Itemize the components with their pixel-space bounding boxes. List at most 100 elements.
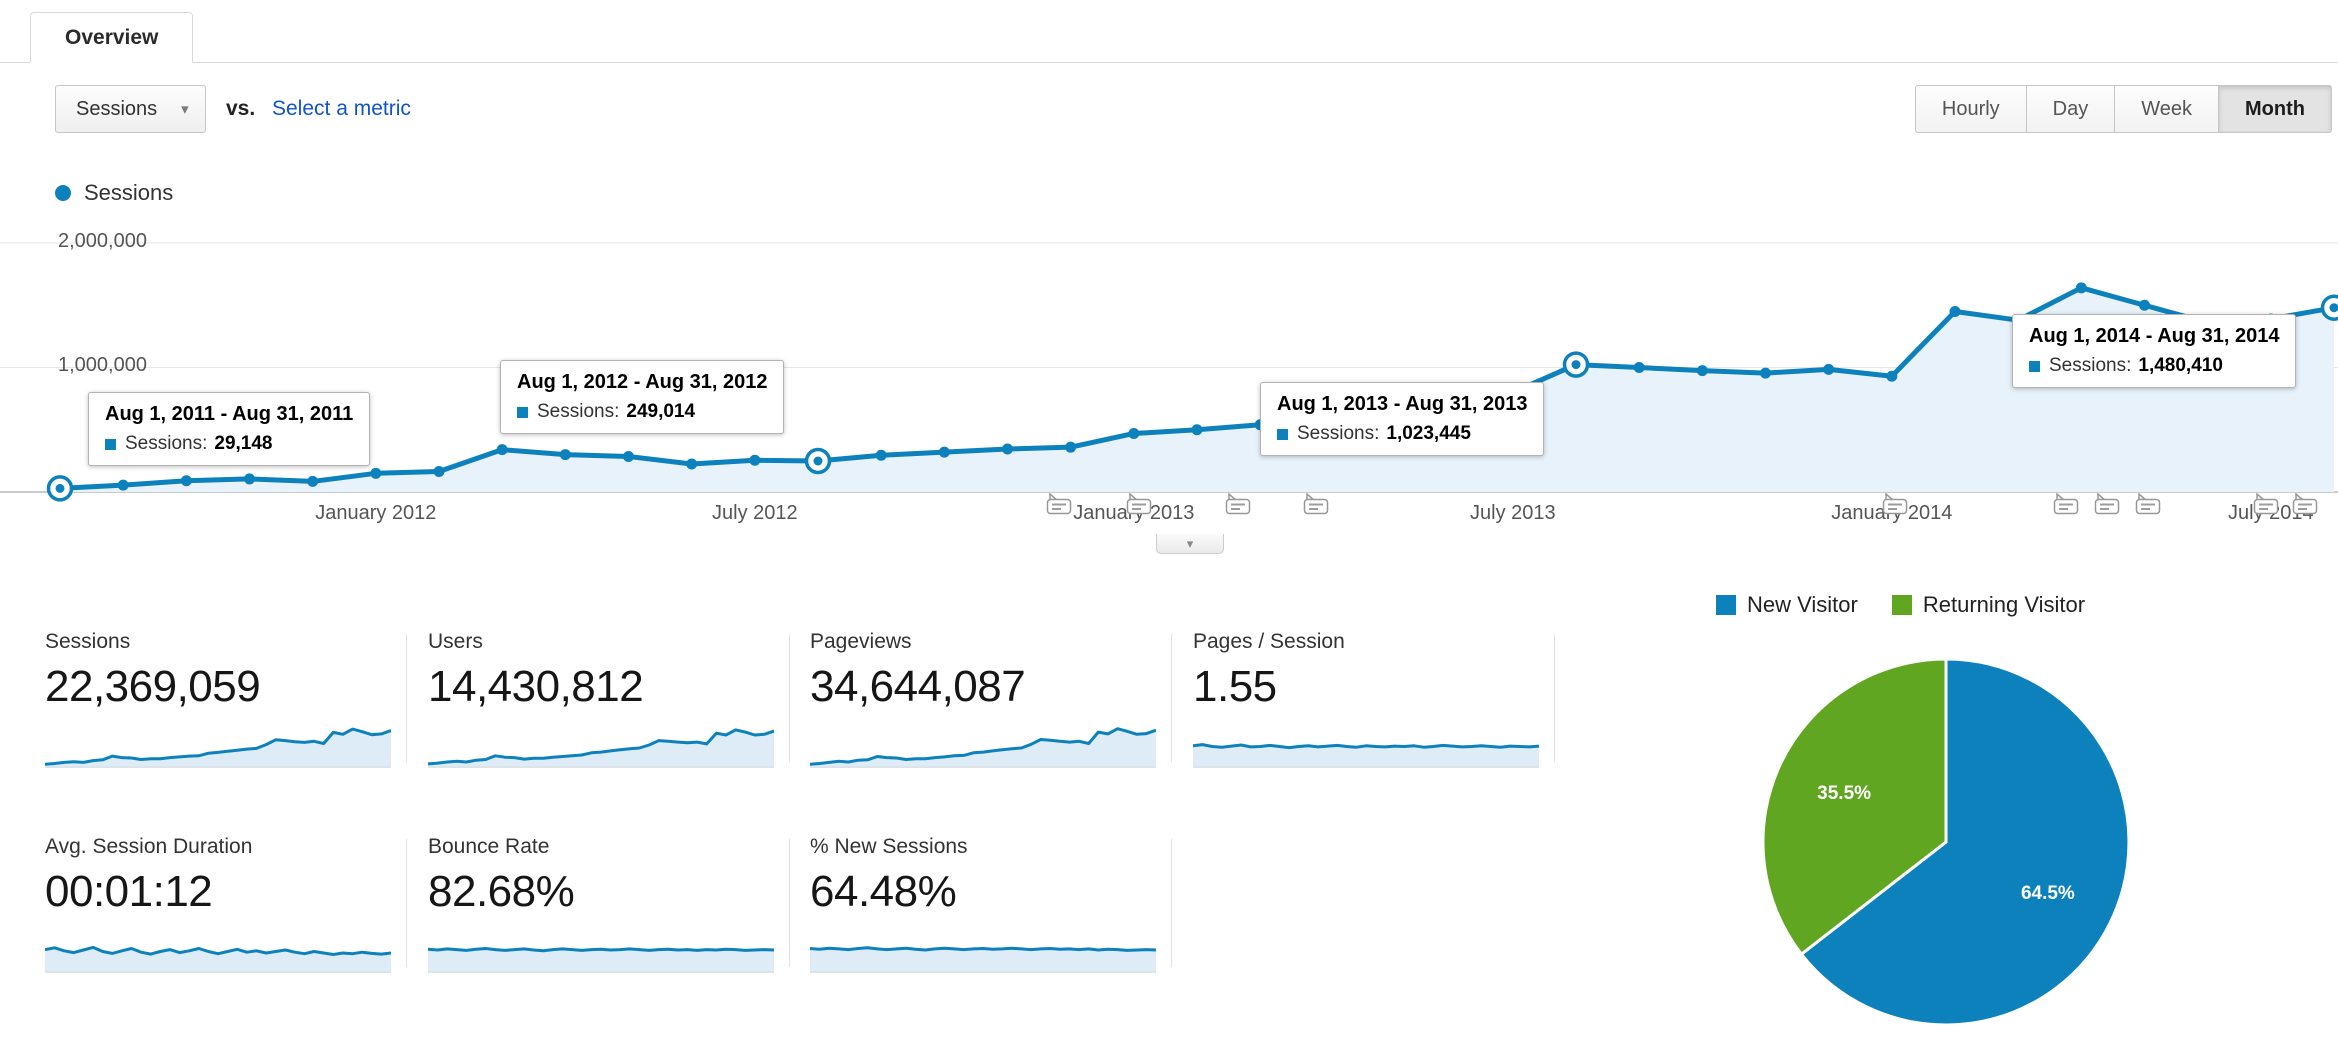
- tooltip-date-range: Aug 1, 2014 - Aug 31, 2014: [2029, 325, 2280, 347]
- legend-label: Returning Visitor: [1922, 592, 2086, 617]
- sparkline-line: [428, 947, 774, 953]
- card-divider: [1171, 634, 1172, 762]
- data-point[interactable]: [1886, 370, 1898, 382]
- data-point[interactable]: [686, 458, 698, 470]
- legend-item-returning-visitor: Returning Visitor: [1891, 592, 2086, 618]
- sessions-area-fill: [60, 287, 2334, 492]
- sparkline-line: [810, 727, 1156, 766]
- data-point[interactable]: [2075, 282, 2087, 294]
- data-point[interactable]: [370, 467, 382, 479]
- annotation-bubble-icon[interactable]: [2253, 492, 2279, 515]
- data-point[interactable]: [117, 479, 129, 491]
- data-point[interactable]: [1823, 363, 1835, 375]
- metric-label: Bounce Rate: [428, 835, 550, 858]
- metric-label: Pageviews: [810, 630, 912, 653]
- tooltip-metric-row: Sessions: 29,148: [105, 433, 353, 455]
- annotation-bubble-icon[interactable]: [1882, 492, 1908, 515]
- tooltip-date-range: Aug 1, 2011 - Aug 31, 2011: [105, 403, 354, 425]
- data-point[interactable]: [1065, 441, 1077, 453]
- annotation-bubble-icon[interactable]: [2135, 492, 2161, 515]
- data-point[interactable]: [1191, 424, 1203, 436]
- highlighted-data-point-core: [1571, 360, 1581, 370]
- x-axis-tick-label: January 2012: [315, 502, 437, 524]
- data-point[interactable]: [938, 446, 950, 458]
- chart-tooltip: Aug 1, 2012 - Aug 31, 2012 Sessions: 249…: [500, 360, 785, 434]
- series-swatch-icon: [1277, 428, 1288, 440]
- tab-overview[interactable]: Overview: [30, 12, 194, 63]
- toolbar: Sessions ▾ vs. Select a metric Hourly Da…: [0, 85, 2338, 133]
- granularity-month[interactable]: Month: [2219, 85, 2332, 133]
- sparkline-area: [428, 948, 774, 973]
- metric-card-avg-session-duration: Avg. Session Duration 00:01:12: [45, 835, 395, 973]
- data-point[interactable]: [1949, 305, 1961, 317]
- card-divider: [789, 634, 790, 762]
- data-point[interactable]: [2139, 299, 2150, 311]
- granularity-week[interactable]: Week: [2115, 85, 2220, 133]
- metric-sparkline: [810, 727, 1156, 768]
- annotation-bubble-icon[interactable]: [2094, 492, 2120, 515]
- annotation-bubble-icon[interactable]: [1126, 492, 1152, 515]
- data-point[interactable]: [559, 449, 571, 461]
- metric-sparkline: [45, 727, 391, 768]
- vs-label: vs.: [226, 97, 256, 120]
- granularity-day[interactable]: Day: [2026, 85, 2116, 133]
- tooltip-date-range: Aug 1, 2013 - Aug 31, 2013: [1277, 393, 1528, 415]
- chart-tooltip: Aug 1, 2013 - Aug 31, 2013 Sessions: 1,0…: [1260, 382, 1545, 456]
- metric-selector-dropdown[interactable]: Sessions ▾: [55, 85, 206, 133]
- chevron-down-icon: ▾: [1186, 536, 1194, 551]
- metric-card-users: Users 14,430,812: [428, 630, 778, 768]
- tooltip-metric-label: Sessions:: [2049, 355, 2132, 376]
- data-point[interactable]: [496, 444, 508, 456]
- annotation-bubble-icon[interactable]: [1225, 492, 1251, 515]
- tooltip-metric-label: Sessions:: [1297, 423, 1380, 444]
- new-visitor-swatch-icon: [1716, 595, 1736, 615]
- series-swatch-icon: [105, 438, 116, 450]
- data-point[interactable]: [875, 449, 887, 461]
- data-point[interactable]: [623, 451, 634, 463]
- sessions-timeline-chart[interactable]: [0, 225, 2338, 555]
- data-point[interactable]: [749, 454, 761, 466]
- metric-value: 1.55: [1193, 662, 1277, 711]
- data-point[interactable]: [1128, 427, 1140, 439]
- chart-series-legend: Sessions: [55, 180, 173, 206]
- data-point[interactable]: [1760, 367, 1771, 379]
- chevron-down-icon: ▾: [181, 101, 189, 118]
- metric-sparkline: [810, 946, 1156, 973]
- pie-slice-returning-visitor[interactable]: [1761, 657, 1948, 957]
- tooltip-metric-label: Sessions:: [125, 433, 208, 454]
- data-point[interactable]: [1696, 365, 1708, 377]
- visitor-type-pie-chart[interactable]: 64.5% 35.5%: [1756, 650, 2136, 1035]
- y-axis-label-2m: 2,000,000: [58, 230, 147, 252]
- tooltip-metric-value: 1,480,410: [2138, 355, 2223, 376]
- legend-label: New Visitor: [1747, 592, 1858, 617]
- data-point[interactable]: [307, 475, 319, 487]
- tooltip-metric-row: Sessions: 1,480,410: [2029, 355, 2279, 377]
- metric-card-new-sessions: % New Sessions 64.48%: [810, 835, 1160, 973]
- sparkline-line: [45, 945, 391, 956]
- annotation-bubble-icon[interactable]: [2292, 492, 2318, 515]
- highlighted-data-point-core: [813, 456, 823, 466]
- sparkline-area: [810, 947, 1156, 973]
- card-divider: [406, 634, 407, 762]
- data-point[interactable]: [1633, 362, 1645, 373]
- annotation-bubble-icon[interactable]: [2053, 492, 2079, 515]
- annotation-bubble-icon[interactable]: [1303, 492, 1329, 515]
- metric-card-pages-per-session: Pages / Session 1.55: [1193, 630, 1543, 768]
- data-point[interactable]: [433, 465, 445, 477]
- sparkline-line: [428, 728, 774, 766]
- sparkline-line: [45, 727, 391, 766]
- tab-bar: Overview: [0, 0, 2338, 63]
- metric-selector-value: Sessions: [76, 97, 158, 120]
- data-point[interactable]: [1002, 443, 1013, 455]
- data-point[interactable]: [244, 473, 255, 485]
- pie-slice-new-visitor[interactable]: [1799, 657, 2131, 1027]
- data-point[interactable]: [180, 475, 192, 487]
- granularity-hourly[interactable]: Hourly: [1914, 85, 2027, 133]
- annotation-bubble-icon[interactable]: [1046, 492, 1072, 515]
- select-metric-link[interactable]: Select a metric: [272, 97, 411, 120]
- annotations-expander[interactable]: ▾: [1156, 534, 1224, 554]
- series-color-dot-icon: [55, 185, 71, 201]
- metric-card-sessions: Sessions 22,369,059: [45, 630, 395, 768]
- tooltip-metric-value: 29,148: [214, 433, 273, 454]
- metric-value: 64.48%: [810, 867, 957, 916]
